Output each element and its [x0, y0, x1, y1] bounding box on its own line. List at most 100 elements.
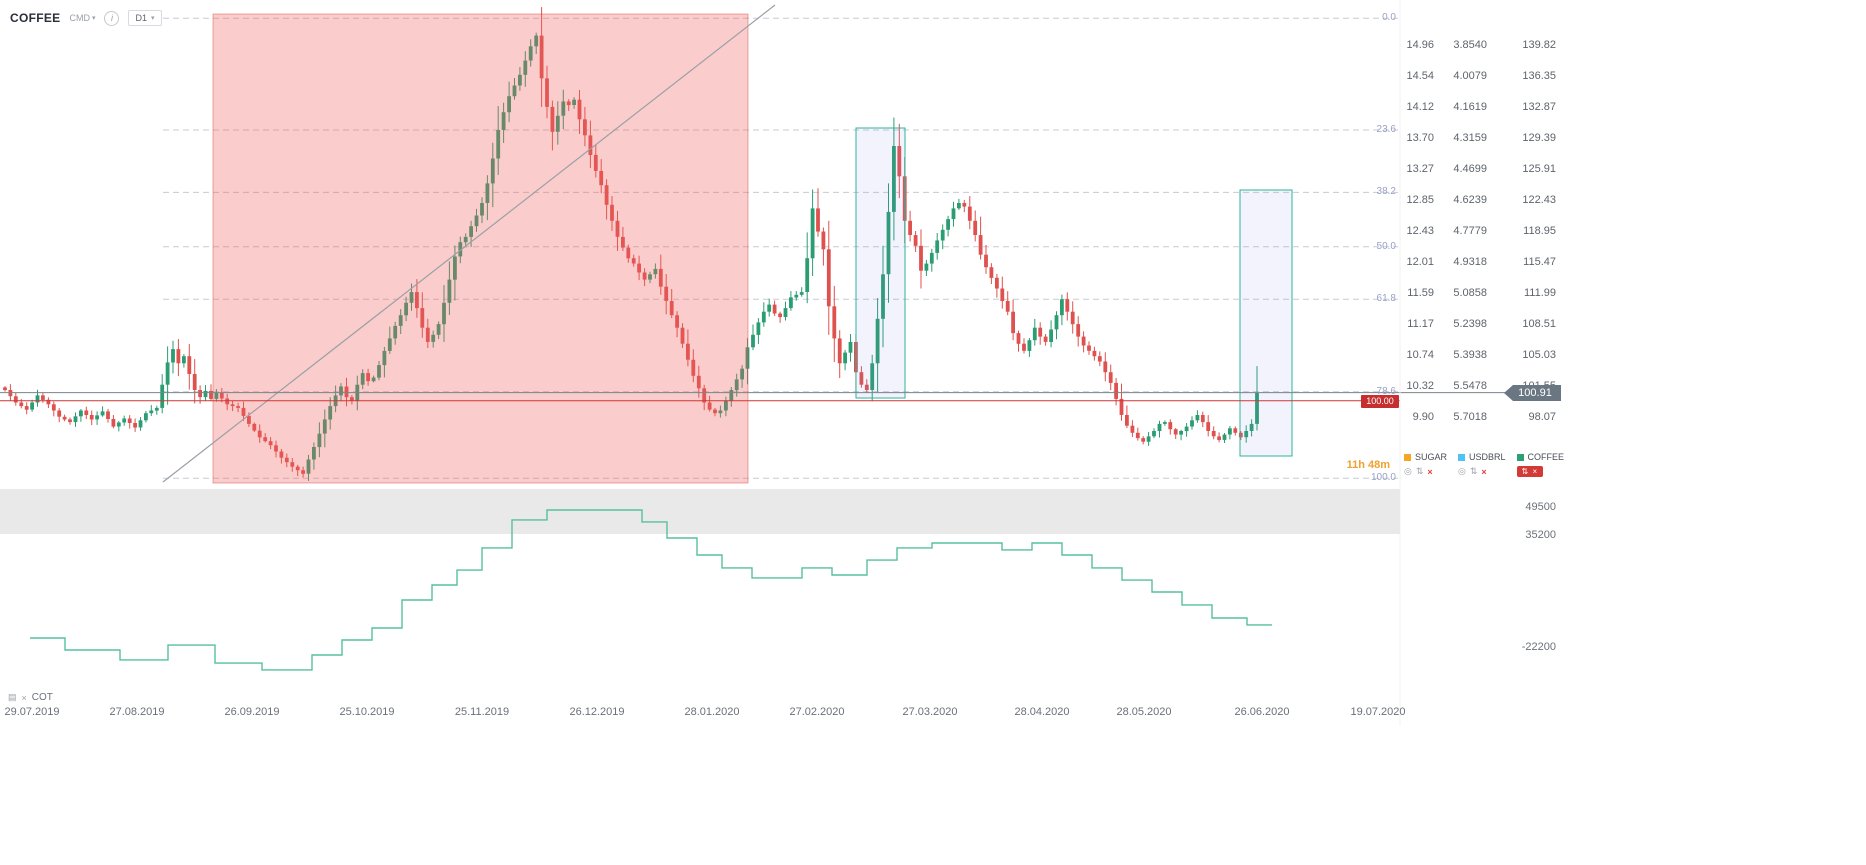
scale-toggle-icon[interactable]: ⇅ — [1415, 466, 1424, 476]
fib-level-label: 100.0 — [1370, 472, 1396, 483]
legend-color-swatch — [1458, 453, 1466, 461]
instrument-header: COFFEE CMD ▾ i D1 ▾ — [10, 10, 162, 26]
remove-overlay-icon[interactable]: × — [1481, 466, 1487, 477]
scale-value: 5.3938 — [1453, 349, 1487, 361]
scale-value: 132.87 — [1522, 101, 1556, 113]
scale-value: 13.27 — [1406, 163, 1434, 175]
x-axis-label: 27.03.2020 — [902, 706, 958, 718]
x-axis-label: 28.04.2020 — [1014, 706, 1070, 718]
scale-value: 12.01 — [1406, 256, 1434, 268]
scale-value: 13.70 — [1406, 132, 1434, 144]
scale-value: 9.90 — [1412, 411, 1434, 423]
legend-color-swatch — [1404, 453, 1411, 461]
overlay-legend: SUGAR ◎ ⇅ × USDBRL ◎ ⇅ × COFFEE ⇅ × — [1404, 452, 1564, 477]
price-scale-row: 12.85 4.6239 122.43 — [1402, 194, 1556, 206]
scale-value: 125.91 — [1522, 163, 1556, 175]
price-scale-row: 11.59 5.0858 111.99 — [1402, 287, 1556, 299]
x-axis-label: 26.09.2019 — [224, 706, 280, 718]
teal-zone-annotation — [1239, 189, 1293, 457]
price-scale-row: 12.43 4.7779 118.95 — [1402, 225, 1556, 237]
scale-value: 4.3159 — [1453, 132, 1487, 144]
scale-value: 129.39 — [1522, 132, 1556, 144]
fib-level-label: 38.2 — [1376, 186, 1396, 197]
scale-value: 4.0079 — [1453, 70, 1487, 82]
fib-level-label: 78.6 — [1376, 386, 1396, 397]
indicator-name: COT — [31, 692, 53, 703]
red-zone-annotation — [212, 13, 749, 484]
candle-countdown: 11h 48m — [1346, 459, 1390, 471]
indicator-scale-label: 49500 — [1525, 501, 1556, 513]
price-scale-row: 11.17 5.2398 108.51 — [1402, 318, 1556, 330]
fib-level-label: 50.0 — [1376, 241, 1396, 252]
scale-value: 10.32 — [1406, 380, 1434, 392]
scale-value: 115.47 — [1523, 256, 1556, 268]
info-icon[interactable]: i — [104, 10, 120, 26]
x-axis-label: 26.12.2019 — [569, 706, 625, 718]
legend-item-usdbrl: USDBRL ◎ ⇅ × — [1458, 452, 1506, 477]
legend-label: COFFEE — [1527, 452, 1565, 462]
fib-level-label: 61.8 — [1376, 293, 1396, 304]
fib-level-label: 23.6 — [1376, 124, 1396, 135]
scale-value: 4.1619 — [1453, 101, 1487, 113]
market-label: CMD — [69, 13, 90, 23]
active-overlay-controls[interactable]: ⇅ × — [1516, 466, 1544, 477]
legend-item-sugar: SUGAR ◎ ⇅ × — [1404, 452, 1447, 477]
price-scale-row: 13.27 4.4699 125.91 — [1402, 163, 1556, 175]
timeframe-label: D1 — [135, 13, 147, 23]
candles-layer — [3, 7, 1259, 481]
visibility-icon[interactable]: ◎ — [1404, 466, 1412, 476]
timeframe-dropdown[interactable]: D1 ▾ — [128, 10, 162, 26]
price-scale-row: 14.12 4.1619 132.87 — [1402, 101, 1556, 113]
scale-value: 136.35 — [1522, 70, 1556, 82]
scale-value: 12.85 — [1406, 194, 1434, 206]
legend-color-swatch — [1516, 453, 1524, 461]
chart-canvas[interactable] — [0, 0, 1866, 730]
legend-label: SUGAR — [1415, 452, 1448, 462]
scale-value: 5.0858 — [1453, 287, 1487, 299]
market-badge[interactable]: CMD ▾ — [69, 13, 95, 23]
x-axis-label: 25.10.2019 — [339, 706, 395, 718]
scale-value: 111.99 — [1523, 287, 1556, 299]
price-scale-row: 14.96 3.8540 139.82 — [1402, 39, 1556, 51]
scale-value: 4.7779 — [1453, 225, 1487, 237]
fib-level-label: 0.0 — [1382, 12, 1396, 23]
scale-value: 5.7018 — [1453, 411, 1487, 423]
scale-value: 14.54 — [1406, 70, 1434, 82]
indicator-footer: ▤ × COT — [8, 692, 53, 703]
x-axis-label: 19.07.2020 — [1350, 706, 1406, 718]
x-axis-label: 25.11.2019 — [454, 706, 510, 718]
x-axis-label: 28.01.2020 — [684, 706, 740, 718]
scale-value: 108.51 — [1522, 318, 1556, 330]
scale-toggle-icon[interactable]: ⇅ — [1469, 466, 1478, 476]
scale-value: 5.5478 — [1453, 380, 1487, 392]
scale-value: 105.03 — [1522, 349, 1556, 361]
indicator-settings-icon[interactable]: ▤ — [8, 692, 17, 702]
scale-value: 139.82 — [1522, 39, 1556, 51]
x-axis-label: 28.05.2020 — [1116, 706, 1172, 718]
legend-label: USDBRL — [1469, 452, 1506, 462]
instrument-name[interactable]: COFFEE — [10, 11, 61, 25]
scale-value: 11.59 — [1407, 287, 1434, 299]
price-scale-row: 13.70 4.3159 129.39 — [1402, 132, 1556, 144]
x-axis-label: 26.06.2020 — [1234, 706, 1290, 718]
scale-value: 118.95 — [1523, 225, 1556, 237]
teal-zone-annotation — [855, 127, 906, 399]
alert-line-price-badge: 100.00 — [1361, 395, 1399, 408]
current-price-badge: 100.91 — [1504, 385, 1561, 401]
trend-line — [162, 4, 776, 483]
x-axis-label: 27.02.2020 — [789, 706, 845, 718]
x-axis-label: 27.08.2019 — [109, 706, 165, 718]
visibility-icon[interactable]: ◎ — [1458, 466, 1466, 476]
chevron-down-icon: ▾ — [91, 15, 96, 22]
scale-value: 4.6239 — [1453, 194, 1487, 206]
scale-value: 4.4699 — [1453, 163, 1487, 175]
cot-line — [30, 509, 1272, 671]
scale-value: 3.8540 — [1453, 39, 1487, 51]
remove-overlay-icon[interactable]: × — [1427, 466, 1433, 477]
price-scale-row: 12.01 4.9318 115.47 — [1402, 256, 1556, 268]
indicator-close-icon[interactable]: × — [21, 692, 27, 703]
price-scale-row: 9.90 5.7018 98.07 — [1402, 411, 1556, 423]
scale-value: 12.43 — [1406, 225, 1434, 237]
indicator-scale-label: 35200 — [1525, 529, 1556, 541]
